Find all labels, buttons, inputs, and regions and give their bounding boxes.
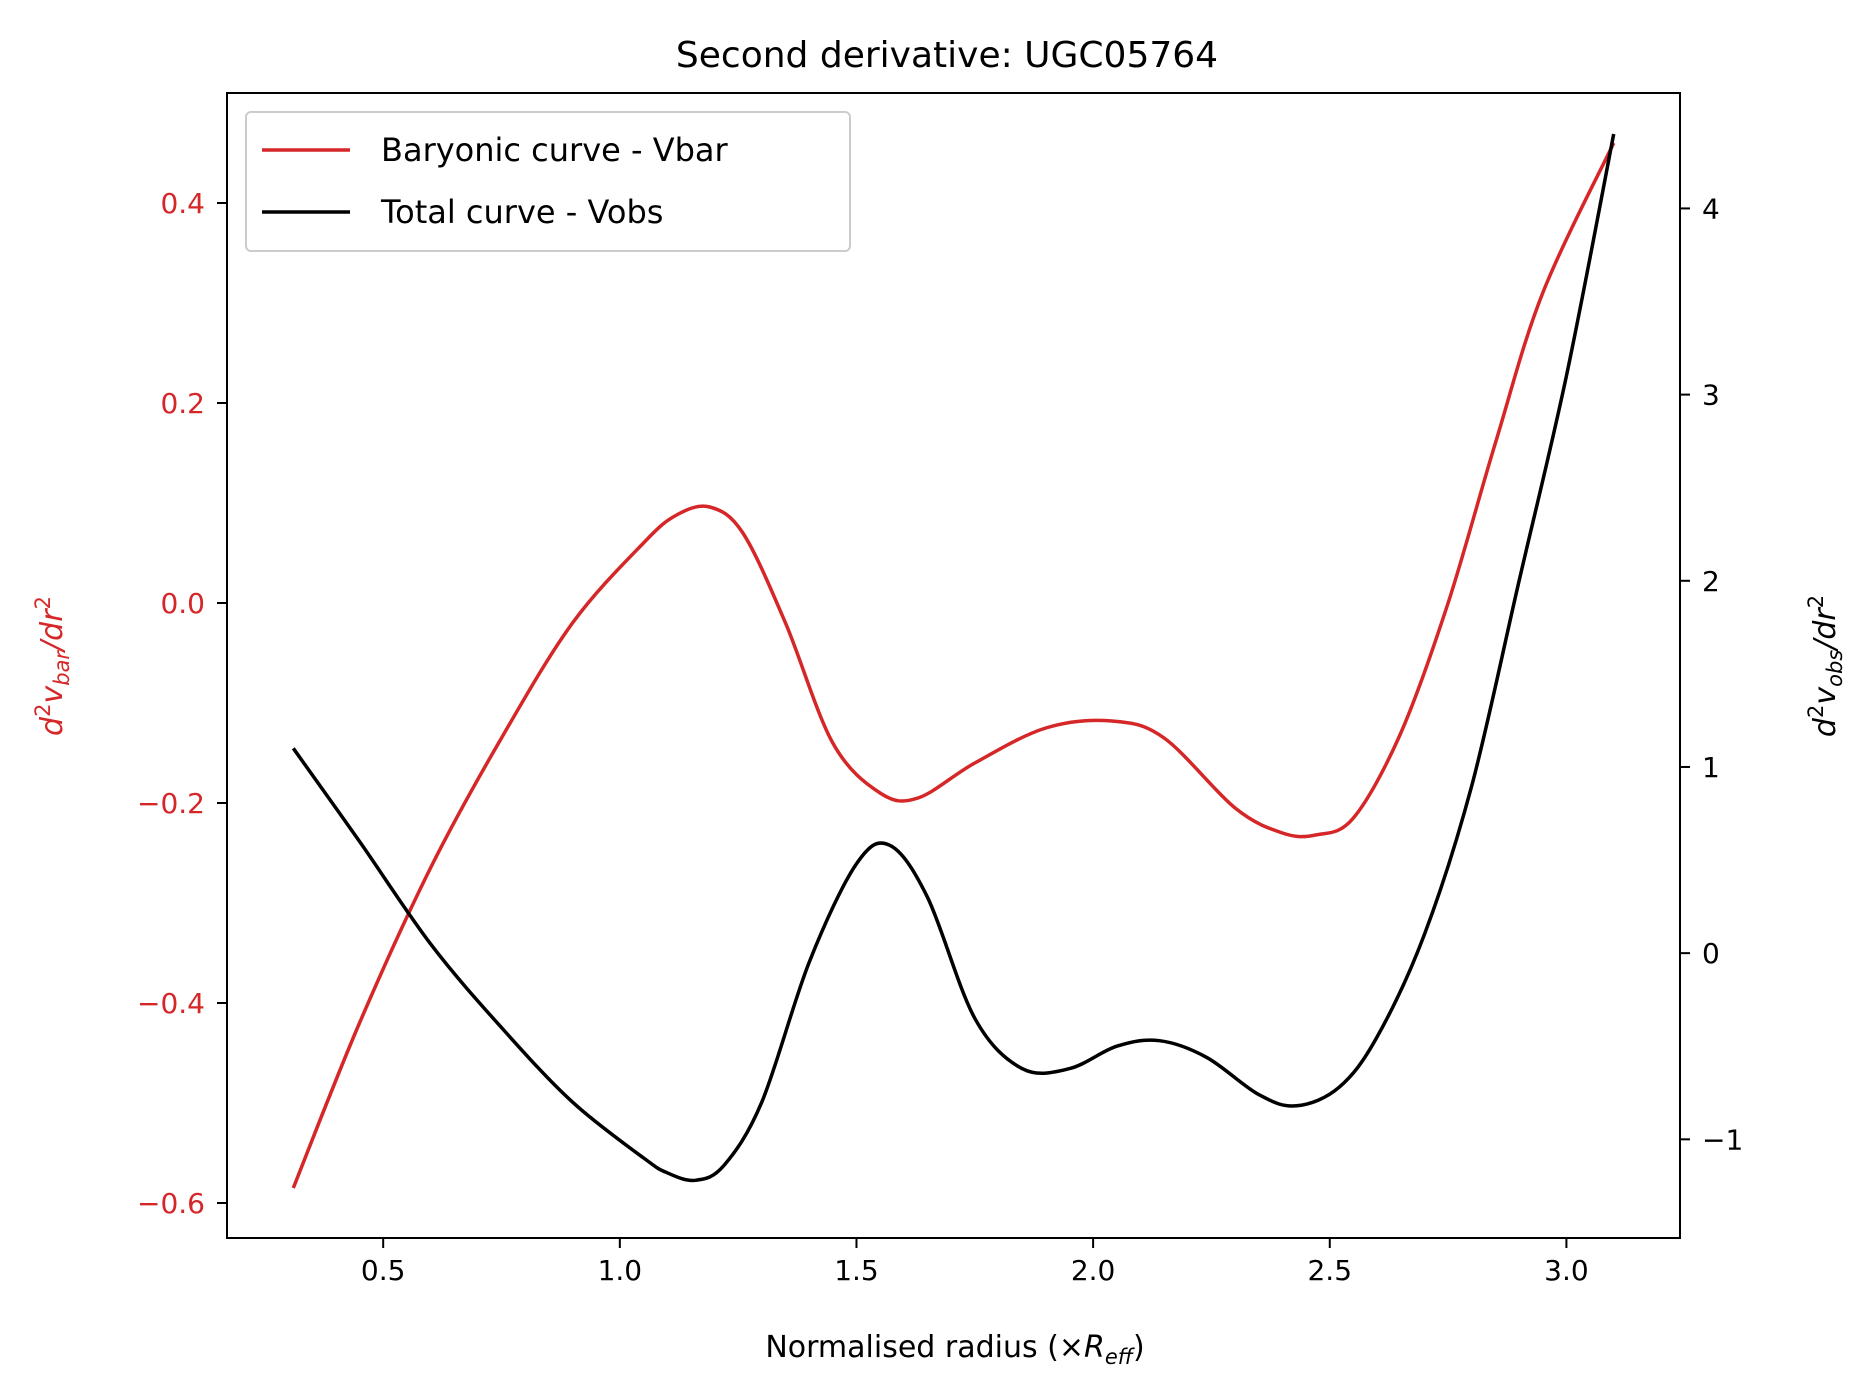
y-right-tick-label: 2	[1702, 565, 1720, 598]
y-left-tick-label: 0.0	[160, 587, 205, 620]
plot-frame	[226, 92, 1681, 1239]
y-left-label-sup2: 2	[31, 596, 55, 609]
x-axis-label-var: R	[1084, 1330, 1105, 1365]
y-axis-right-label: d2vobs/dr2	[1804, 595, 1847, 737]
y-left-label-sub: bar	[50, 650, 74, 686]
y-left-label-v: v	[35, 685, 70, 704]
y-left-label-sup1: 2	[31, 704, 55, 717]
y-right-tick-label: 0	[1702, 937, 1720, 970]
y-left-tick-label: −0.2	[137, 787, 205, 820]
x-tick-label: 1.5	[834, 1254, 879, 1287]
y-left-label-d: d	[35, 716, 70, 736]
legend-label-vobs: Total curve - Vobs	[380, 193, 663, 231]
plot-area	[291, 133, 1616, 1189]
legend-label-vbar: Baryonic curve - Vbar	[381, 131, 729, 169]
x-axis-label-close: )	[1133, 1330, 1145, 1365]
y-left-tick-label: −0.4	[137, 987, 205, 1020]
x-tick-label: 2.0	[1071, 1254, 1116, 1287]
y-left-tick-label: 0.4	[160, 187, 205, 220]
y-left-label-dr: dr	[35, 608, 70, 641]
x-axis-ticks: 0.5 1.0 1.5 2.0 2.5 3.0	[361, 1238, 1589, 1287]
x-tick-label: 1.0	[598, 1254, 643, 1287]
legend-box	[245, 111, 851, 252]
y-right-label-dr: dr	[1808, 607, 1843, 640]
y-right-tick-label: 1	[1702, 751, 1720, 784]
y-right-label-v: v	[1808, 686, 1843, 705]
series-line-vbar	[291, 142, 1616, 1189]
chart-title: Second derivative: UGC05764	[676, 35, 1218, 76]
y-right-label-sep: /	[1808, 637, 1843, 653]
x-tick-label: 2.5	[1307, 1254, 1352, 1287]
x-axis-label: Normalised radius (×Reff)	[765, 1330, 1144, 1369]
y-axis-left-ticks: 0.4 0.2 0.0 −0.2 −0.4 −0.6	[137, 187, 227, 1220]
y-right-label-d: d	[1808, 717, 1843, 737]
legend: Baryonic curve - Vbar Total curve - Vobs	[245, 111, 851, 252]
x-tick-label: 3.0	[1544, 1254, 1589, 1287]
y-right-tick-label: 4	[1702, 192, 1720, 225]
y-left-tick-label: −0.6	[137, 1187, 205, 1220]
y-right-tick-label: 3	[1702, 379, 1720, 412]
y-right-label-sub: obs	[1823, 650, 1847, 687]
y-right-tick-label: −1	[1702, 1123, 1743, 1156]
series-line-vobs	[291, 133, 1616, 1183]
y-left-label-sep: /	[35, 638, 70, 654]
y-axis-right-ticks: 4 3 2 1 0 −1	[1680, 192, 1743, 1156]
x-tick-label: 0.5	[361, 1254, 406, 1287]
x-axis-label-sub: eff	[1105, 1345, 1136, 1369]
y-right-label-sup2: 2	[1804, 595, 1828, 608]
x-axis-label-main: Normalised radius (×	[765, 1330, 1084, 1365]
y-axis-left-label: d2vbar/dr2	[31, 596, 74, 736]
y-left-tick-label: 0.2	[160, 387, 205, 420]
y-right-label-sup1: 2	[1804, 705, 1828, 718]
